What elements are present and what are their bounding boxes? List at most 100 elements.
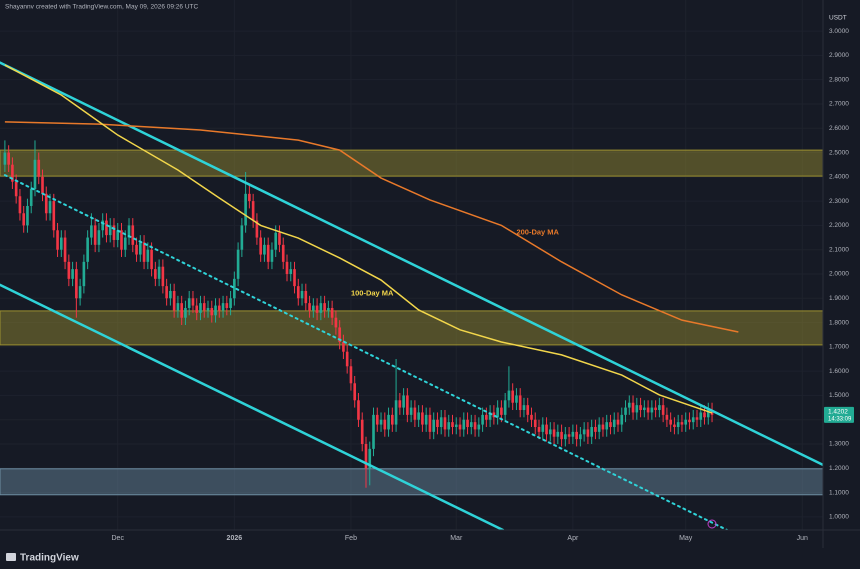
trendline: [3, 174, 729, 530]
candle-body: [394, 400, 398, 425]
candle-body: [112, 225, 116, 240]
candle-body: [304, 290, 308, 304]
candle-body: [214, 305, 217, 316]
y-tick-label: 1.1000: [829, 489, 849, 496]
candle-body: [3, 152, 7, 165]
candle-body: [368, 448, 372, 469]
candle-body: [620, 414, 624, 425]
candle-body: [643, 407, 646, 411]
candle-body: [146, 249, 150, 262]
candle-body: [703, 412, 706, 418]
axes: 1.00001.10001.20001.30001.40001.50001.60…: [112, 28, 854, 542]
brand-logo: TradingView: [6, 553, 79, 564]
candle-body: [225, 303, 229, 308]
candle-body: [338, 327, 341, 342]
candle-body: [458, 424, 462, 430]
trendline: [0, 283, 505, 530]
candle-body: [251, 201, 255, 221]
y-tick-label: 1.9000: [829, 295, 849, 302]
candle-body: [248, 193, 251, 202]
candle-body: [586, 429, 590, 437]
zone: [0, 310, 823, 346]
candle-body: [383, 419, 387, 430]
candle-body: [522, 405, 526, 411]
candle-body: [154, 269, 157, 279]
candle-body: [485, 414, 488, 420]
y-tick-label: 1.0000: [829, 514, 849, 521]
candle-body: [14, 181, 18, 197]
candle-body: [421, 412, 424, 425]
y-tick-label: 1.6000: [829, 368, 849, 375]
candle-body: [342, 341, 345, 352]
candle-body: [217, 305, 221, 311]
candle-body: [680, 422, 684, 425]
candle-body: [278, 232, 281, 245]
y-tick-label: 3.0000: [829, 28, 849, 35]
candle-body: [492, 412, 496, 418]
candle-body: [308, 303, 311, 311]
candle-body: [695, 417, 699, 420]
series-label: 200-Day MA: [516, 228, 559, 237]
candle-body: [616, 419, 620, 425]
candle-body: [451, 422, 454, 428]
candle-body: [646, 407, 650, 413]
candle-body: [7, 152, 10, 165]
candle-body: [120, 230, 123, 250]
candle-body: [184, 307, 187, 318]
plot-area: 200-Day MA 100-Day MA: [0, 61, 823, 530]
candle-body: [330, 307, 334, 318]
candle-body: [138, 242, 142, 255]
moving-average: [4, 121, 739, 333]
candle-body: [639, 405, 642, 411]
candle-body: [413, 407, 417, 420]
candle-body: [48, 201, 52, 214]
candle-body: [391, 414, 394, 425]
candle-body: [56, 230, 59, 250]
candle-body: [699, 412, 703, 420]
candle-body: [26, 205, 29, 226]
candle-body: [398, 400, 402, 408]
candle-body: [658, 405, 661, 411]
candle-body: [195, 305, 199, 313]
candle-body: [605, 422, 609, 430]
candle-body: [432, 419, 436, 432]
candle-body: [417, 412, 420, 420]
candle-body: [684, 419, 688, 425]
candle-body: [469, 422, 473, 428]
candle-body: [511, 390, 514, 403]
candle-body: [364, 444, 368, 469]
candle-body: [624, 407, 627, 415]
candle-body: [67, 261, 71, 279]
logo-icon: [6, 553, 16, 561]
candle-body: [541, 424, 545, 432]
candle-body: [191, 298, 195, 306]
candle-body: [462, 419, 466, 430]
y-tick-label: 1.2000: [829, 465, 849, 472]
candle-body: [97, 230, 101, 245]
candle-body: [560, 431, 563, 440]
candle-body: [669, 419, 672, 425]
candle-body: [90, 225, 93, 238]
candle-body: [349, 366, 353, 384]
candle-body: [334, 317, 338, 328]
candle-body: [236, 249, 240, 279]
candle-body: [500, 407, 503, 415]
candle-body: [274, 232, 278, 250]
candle-body: [71, 269, 74, 279]
candle-body: [548, 429, 552, 435]
candle-body: [33, 159, 37, 189]
alert-icon: [707, 519, 717, 529]
candle-body: [131, 225, 135, 245]
trendline: [0, 61, 823, 467]
candle-body: [650, 407, 654, 413]
candle-body: [530, 414, 533, 420]
candle-body: [157, 266, 161, 279]
candle-body: [526, 405, 530, 415]
candle-body: [473, 422, 477, 430]
candle-body: [673, 424, 676, 428]
candle-body: [59, 237, 63, 250]
candle-body: [29, 188, 33, 206]
candle-body: [552, 429, 556, 437]
